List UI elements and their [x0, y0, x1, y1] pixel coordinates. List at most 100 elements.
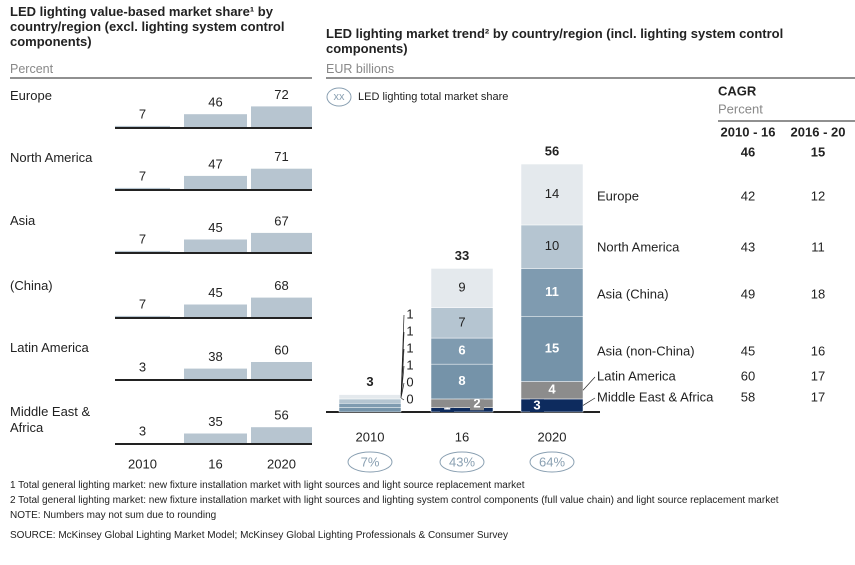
region-label: Middle East & Africa: [597, 389, 714, 404]
cagr-value: 43: [741, 239, 755, 254]
x-tick-label: 2020: [538, 429, 567, 444]
cagr-value: 16: [811, 343, 825, 358]
value-label: 47: [208, 156, 222, 171]
footnote: 1 Total general lighting market: new fix…: [10, 480, 525, 491]
value-label: 7: [139, 168, 146, 183]
segment: [520, 316, 584, 382]
value-label: 38: [208, 349, 222, 364]
segment-label: 11: [545, 284, 559, 299]
cagr-value: 17: [811, 389, 825, 404]
legend-symbol: [326, 87, 352, 107]
panel-label: North America: [10, 150, 93, 165]
segment: [430, 337, 494, 365]
share-circle: [439, 451, 485, 473]
segment-label: 7: [458, 314, 465, 329]
value-label: 45: [208, 285, 222, 300]
note: NOTE: Numbers may not sum due to roundin…: [10, 510, 217, 521]
bar: [251, 168, 312, 190]
cagr-value: 58: [741, 389, 755, 404]
cagr-column: 2016 - 20: [791, 124, 846, 139]
cagr-value: 17: [811, 368, 825, 383]
value-label: 35: [208, 414, 222, 429]
x-tick-label: 16: [455, 429, 469, 444]
legend-symbol-text: xx: [334, 91, 346, 103]
cagr-value: 45: [741, 343, 755, 358]
x-tick-label: 2010: [128, 456, 157, 471]
cagr-value: 12: [811, 188, 825, 203]
segment-label: 1: [406, 357, 413, 372]
x-tick-label: 16: [208, 456, 222, 471]
segment-label: 1: [406, 306, 413, 321]
leader: [582, 376, 596, 391]
left-title: LED lighting value-based market share¹ b…: [10, 4, 285, 49]
region-label: Latin America: [597, 368, 677, 383]
bar: [115, 250, 170, 253]
x-tick-label: 2020: [267, 456, 296, 471]
value-label: 3: [139, 360, 146, 375]
segment: [520, 268, 584, 317]
segment: [338, 403, 402, 408]
bar: [115, 187, 170, 190]
source: SOURCE: McKinsey Global Lighting Market …: [10, 530, 508, 541]
bar: [184, 304, 247, 318]
panel-label: Asia: [10, 213, 36, 228]
region-label: Asia (China): [597, 286, 669, 301]
cagr-total: 15: [811, 144, 825, 159]
cagr-value: 18: [811, 286, 825, 301]
segment: [520, 163, 584, 226]
segment-label: 0: [406, 391, 413, 406]
segment-label: 1: [406, 340, 413, 355]
label-badge: [530, 398, 544, 412]
label-badge: [470, 396, 484, 411]
segment-label: 4: [548, 382, 556, 397]
value-label: 67: [274, 213, 288, 228]
x-tick-label: 2010: [356, 429, 385, 444]
bar: [184, 239, 247, 253]
cagr-total: 46: [741, 144, 755, 159]
bar: [251, 427, 312, 444]
value-label: 71: [274, 149, 288, 164]
leader: [400, 397, 405, 401]
bar: [184, 368, 247, 380]
footnote: 2 Total general lighting market: new fix…: [10, 495, 779, 506]
share-circle: [529, 451, 575, 473]
value-label: 45: [208, 220, 222, 235]
value-label: 68: [274, 278, 288, 293]
footnotes: 1 Total general lighting market: new fix…: [10, 480, 810, 545]
segment-label: 14: [545, 186, 559, 201]
segment: [338, 407, 402, 413]
cagr-column: 2010 - 16: [721, 124, 776, 139]
share-circle: [347, 451, 393, 473]
bar: [251, 297, 312, 318]
segment-label: 0: [406, 374, 413, 389]
segment-label: 8: [458, 373, 465, 388]
region-label: Europe: [597, 188, 639, 203]
value-label: 72: [274, 87, 288, 102]
leader: [582, 397, 596, 406]
share-label: 43%: [449, 454, 475, 469]
value-label: 7: [139, 231, 146, 246]
cagr-value: 49: [741, 286, 755, 301]
bar: [115, 315, 170, 318]
cagr-value: 11: [811, 239, 825, 254]
cagr-title: CAGR: [718, 83, 757, 98]
bar: [184, 114, 247, 128]
bar: [251, 106, 312, 128]
cagr-subtitle: Percent: [718, 101, 763, 116]
segment: [430, 307, 494, 339]
segment-label: 10: [545, 238, 559, 253]
segment-label: 6: [458, 343, 465, 358]
left-subtitle: Percent: [10, 62, 54, 76]
segment: [430, 363, 494, 400]
total-label: 33: [455, 248, 469, 263]
segment: [338, 398, 402, 404]
cagr-value: 60: [741, 368, 755, 383]
panel-label: (China): [10, 278, 53, 293]
region-label: Asia (non-China): [597, 343, 695, 358]
segment-label: 15: [545, 340, 559, 355]
right-subtitle: EUR billions: [326, 62, 395, 76]
segment-label: 1: [406, 323, 413, 338]
value-label: 60: [274, 342, 288, 357]
cagr-value: 42: [741, 188, 755, 203]
legend-label: LED lighting total market share: [358, 91, 508, 103]
